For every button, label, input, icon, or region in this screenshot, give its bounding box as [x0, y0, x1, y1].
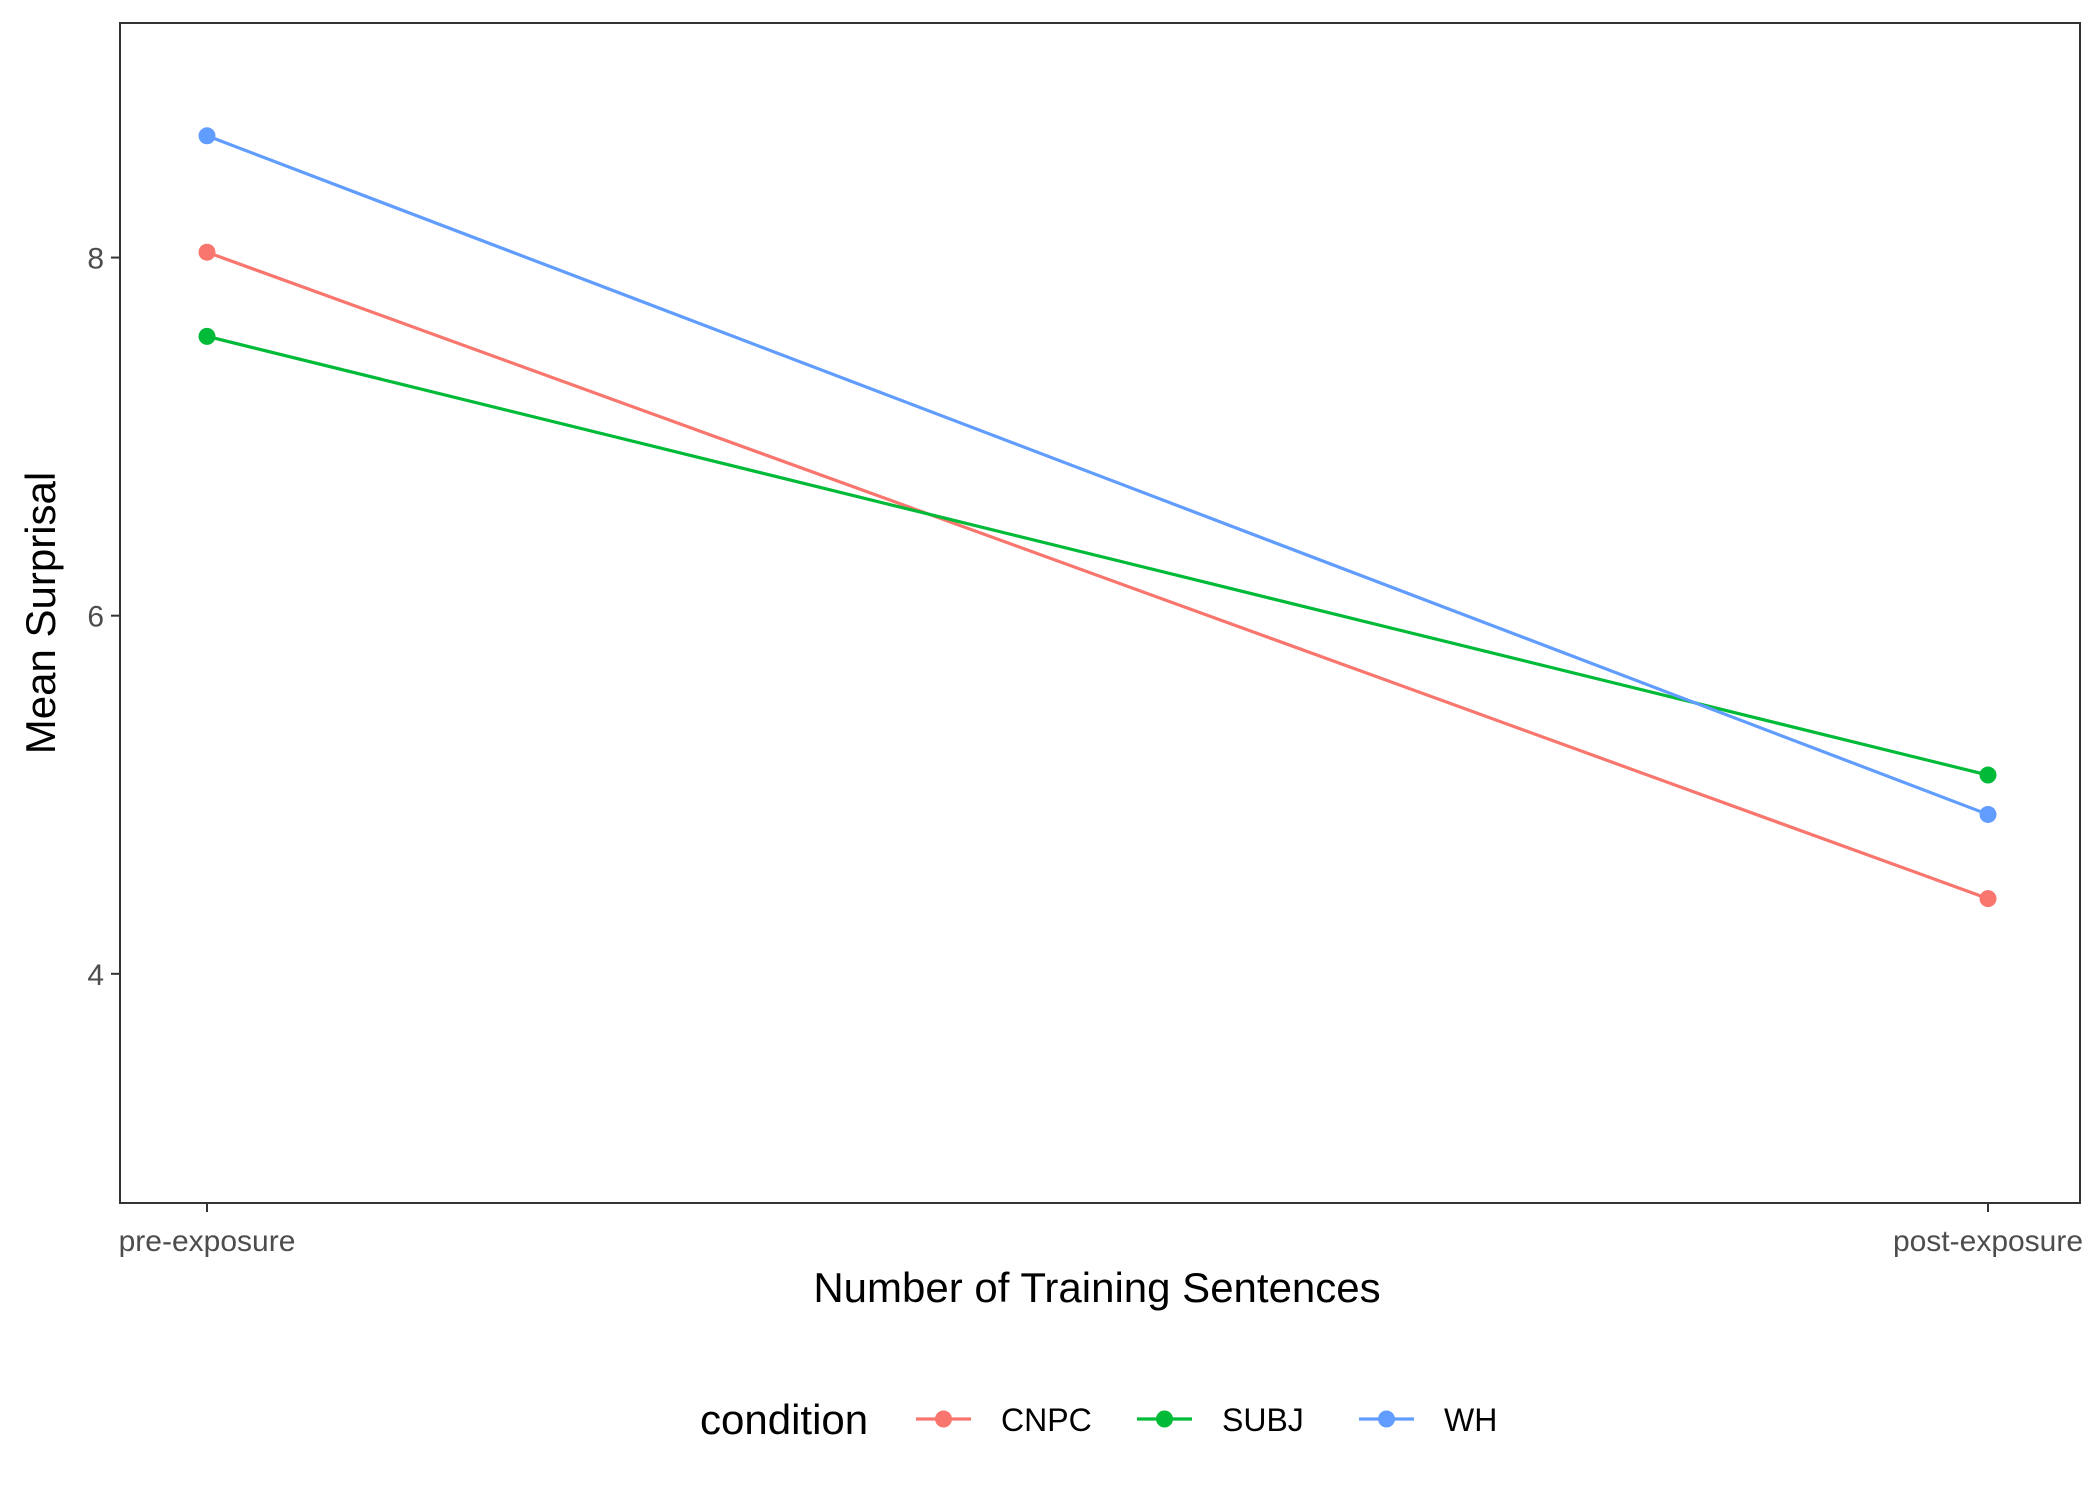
x-tick-label: pre-exposure	[119, 1225, 296, 1258]
data-point-subj	[1979, 766, 1997, 784]
y-tick-label: 8	[87, 243, 104, 276]
series-line-wh	[206, 134, 1989, 816]
legend-title: condition	[700, 1396, 868, 1443]
legend: condition CNPC SUBJ WH	[700, 1396, 1497, 1443]
legend-label-subj: SUBJ	[1222, 1402, 1304, 1438]
data-point-subj	[198, 327, 216, 345]
y-axis-title: Mean Surprisal	[17, 472, 64, 754]
data-point-wh	[1979, 805, 1997, 823]
y-tick-label: 4	[87, 959, 104, 992]
series-line-cnpc	[206, 250, 1989, 901]
series-layer	[198, 127, 1997, 908]
x-axis: pre-exposure post-exposure	[119, 1203, 2083, 1258]
legend-key-point-subj	[1156, 1410, 1173, 1428]
x-tick-label: post-exposure	[1893, 1225, 2083, 1258]
data-point-wh	[198, 127, 216, 145]
data-point-cnpc	[198, 243, 216, 261]
legend-key-point-cnpc	[935, 1410, 952, 1428]
x-axis-title: Number of Training Sentences	[813, 1264, 1380, 1311]
data-point-cnpc	[1979, 890, 1997, 908]
y-axis: 4 6 8	[87, 243, 120, 992]
legend-label-cnpc: CNPC	[1001, 1402, 1092, 1438]
legend-label-wh: WH	[1444, 1402, 1497, 1438]
y-tick-label: 6	[87, 601, 104, 634]
plot-panel-border	[119, 22, 2081, 1204]
series-line-subj	[206, 334, 1989, 777]
legend-key-point-wh	[1378, 1410, 1395, 1428]
